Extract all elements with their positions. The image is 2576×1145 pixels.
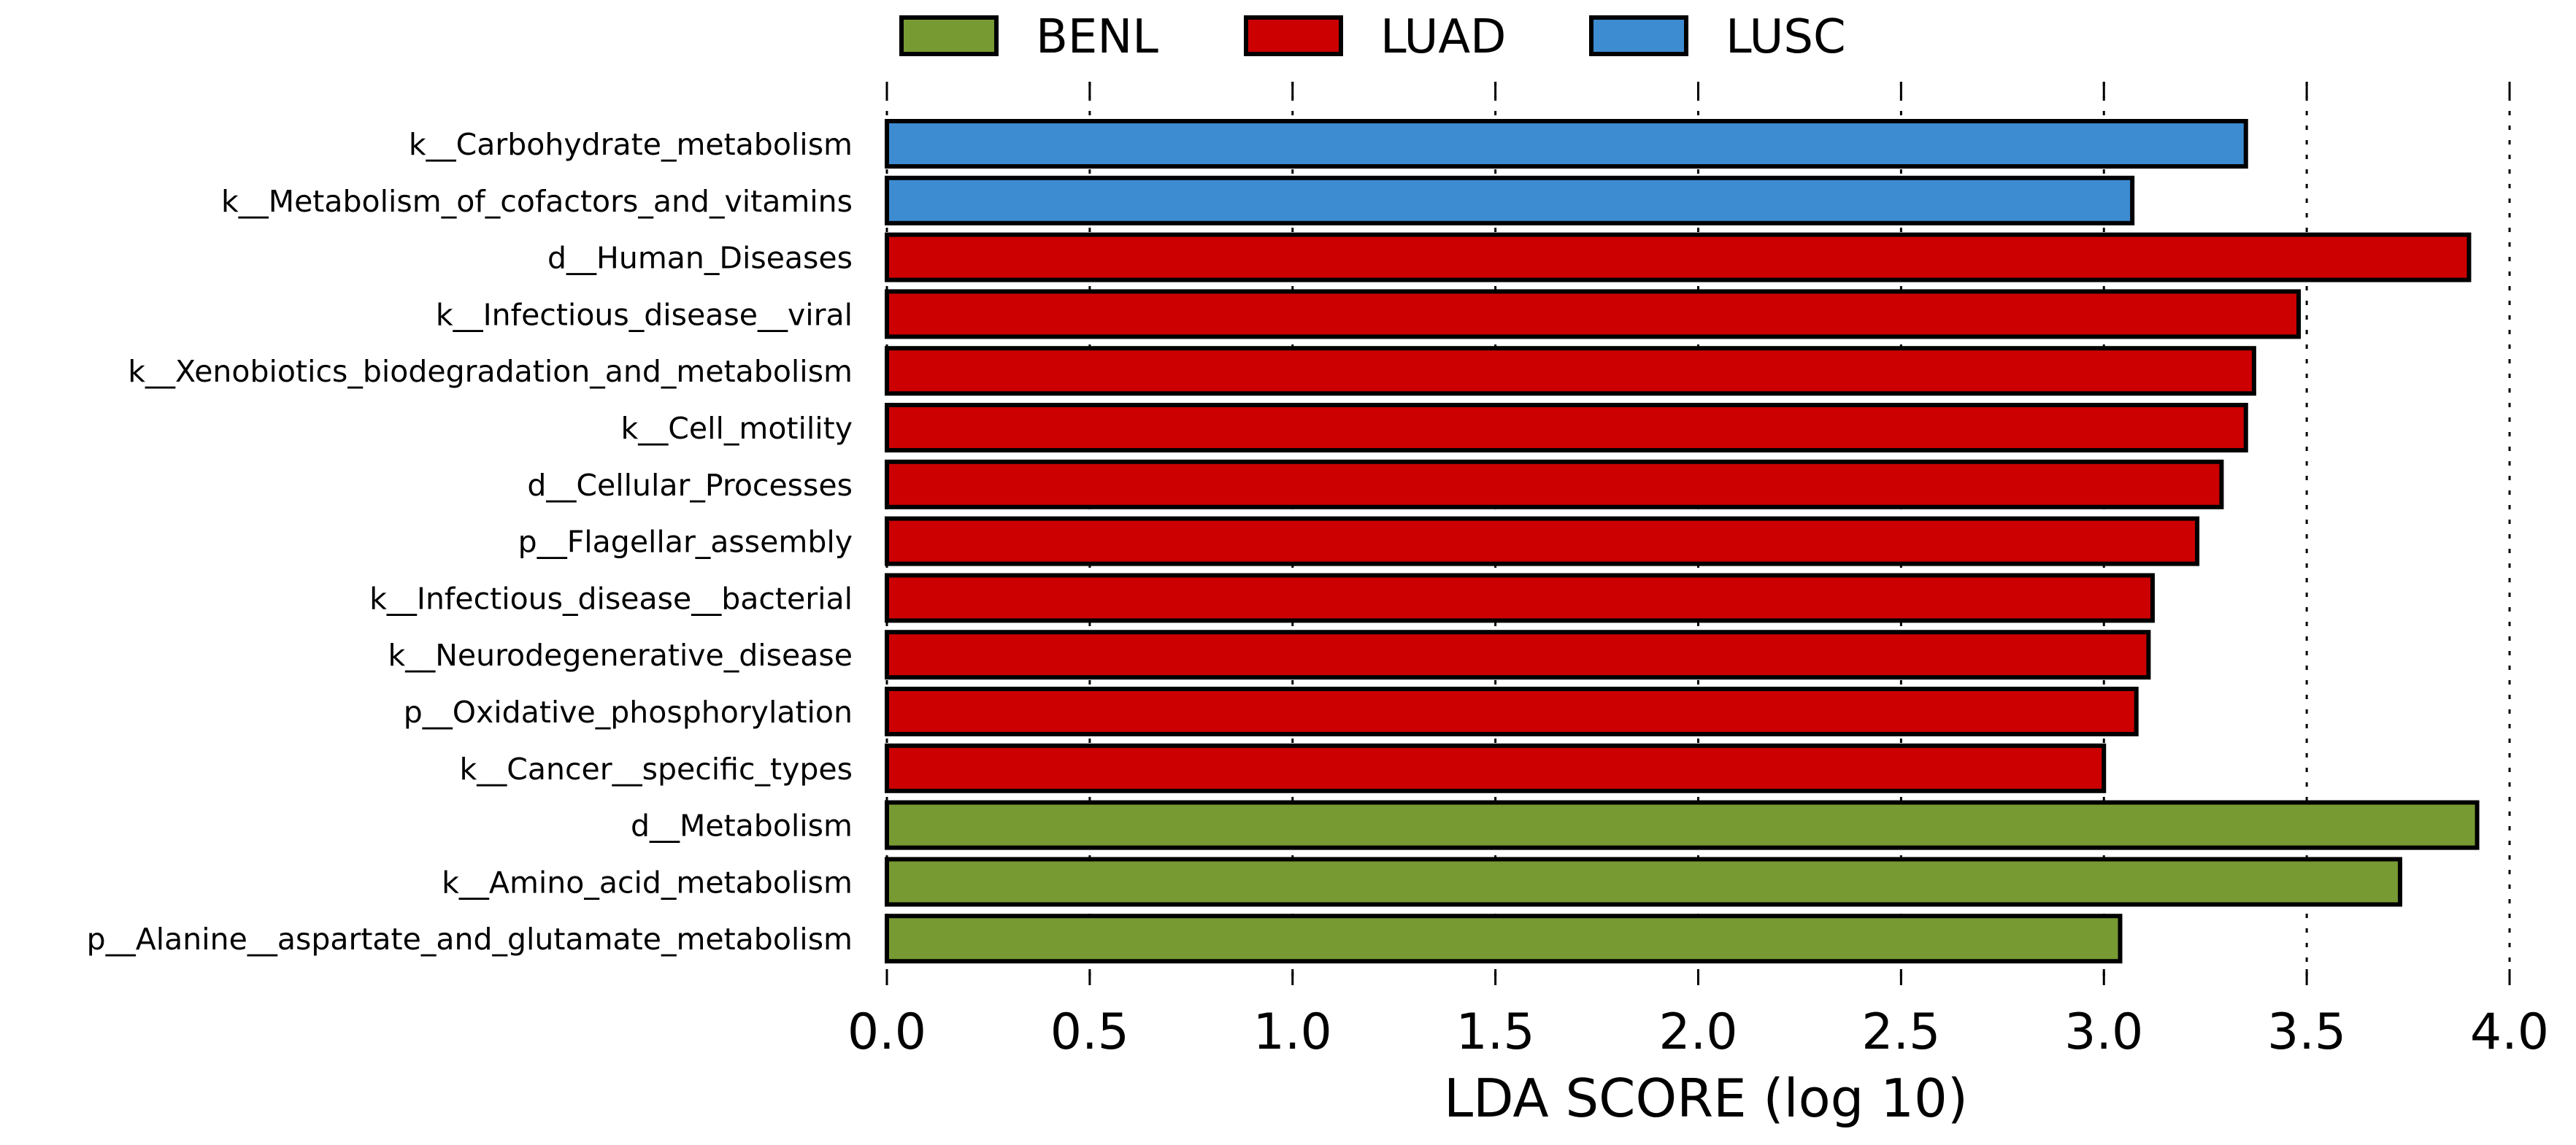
category-label: k__Metabolism_of_cofactors_and_vitamins: [221, 184, 853, 219]
category-label: p__Alanine__aspartate_and_glutamate_meta…: [87, 922, 853, 957]
bar-luad: [885, 459, 2224, 509]
x-axis-title: LDA SCORE (log 10): [1444, 1068, 1968, 1129]
legend-label-luad: LUAD: [1380, 10, 1506, 64]
x-tick-label: 2.5: [1861, 1003, 1940, 1061]
bar-luad: [885, 289, 2302, 339]
category-label: k__Amino_acid_metabolism: [442, 865, 853, 900]
bar-benl: [885, 800, 2480, 850]
category-label: k__Cancer__specific_types: [460, 752, 853, 787]
legend-swatch-luad: [1244, 15, 1343, 56]
legend-swatch-lusc: [1589, 15, 1688, 56]
category-label: k__Neurodegenerative_disease: [388, 638, 853, 673]
x-tick-label: 3.0: [2064, 1003, 2143, 1061]
category-label: k__Infectious_disease__bacterial: [369, 581, 853, 616]
x-tick-label: 1.0: [1253, 1003, 1332, 1061]
bar-luad: [885, 573, 2155, 623]
bar-benl: [885, 857, 2402, 907]
bar-luad: [885, 232, 2472, 282]
category-label: d__Human_Diseases: [547, 241, 853, 276]
legend-swatch-benl: [899, 15, 999, 56]
category-label: d__Cellular_Processes: [527, 468, 853, 503]
category-label: p__Flagellar_assembly: [518, 525, 853, 560]
category-label: d__Metabolism: [631, 809, 853, 844]
bar-benl: [885, 914, 2123, 964]
x-tick-label: 4.0: [2470, 1003, 2549, 1061]
x-axis: 0.0 0.5 1.0 1.5 2.0 2.5 3.0 3.5 4.0: [847, 82, 2549, 1061]
bar-luad: [885, 516, 2200, 566]
legend-label-lusc: LUSC: [1726, 10, 1846, 64]
legend-label-benl: BENL: [1036, 10, 1158, 64]
bar-lusc: [885, 175, 2135, 225]
x-tick-label: 1.5: [1456, 1003, 1535, 1061]
x-tick-label: 2.0: [1658, 1003, 1737, 1061]
bar-luad: [885, 630, 2151, 680]
bars: [885, 119, 2480, 964]
x-tick-label: 0.0: [847, 1003, 926, 1061]
category-labels: k__Carbohydrate_metabolism k__Metabolism_…: [87, 127, 853, 957]
category-label: k__Cell_motility: [621, 411, 853, 446]
bar-luad: [885, 346, 2256, 396]
legend: BENL LUAD LUSC: [899, 10, 1846, 64]
category-label: k__Infectious_disease__viral: [436, 297, 853, 332]
x-tick-label: 3.5: [2267, 1003, 2346, 1061]
category-label: k__Carbohydrate_metabolism: [409, 127, 853, 162]
x-tick-label: 0.5: [1050, 1003, 1129, 1061]
bar-lusc: [885, 119, 2248, 169]
category-label: k__Xenobiotics_biodegradation_and_metabo…: [128, 354, 853, 389]
bar-luad: [885, 743, 2107, 793]
bar-luad: [885, 687, 2139, 736]
category-label: p__Oxidative_phosphorylation: [404, 695, 853, 730]
bar-luad: [885, 403, 2248, 452]
